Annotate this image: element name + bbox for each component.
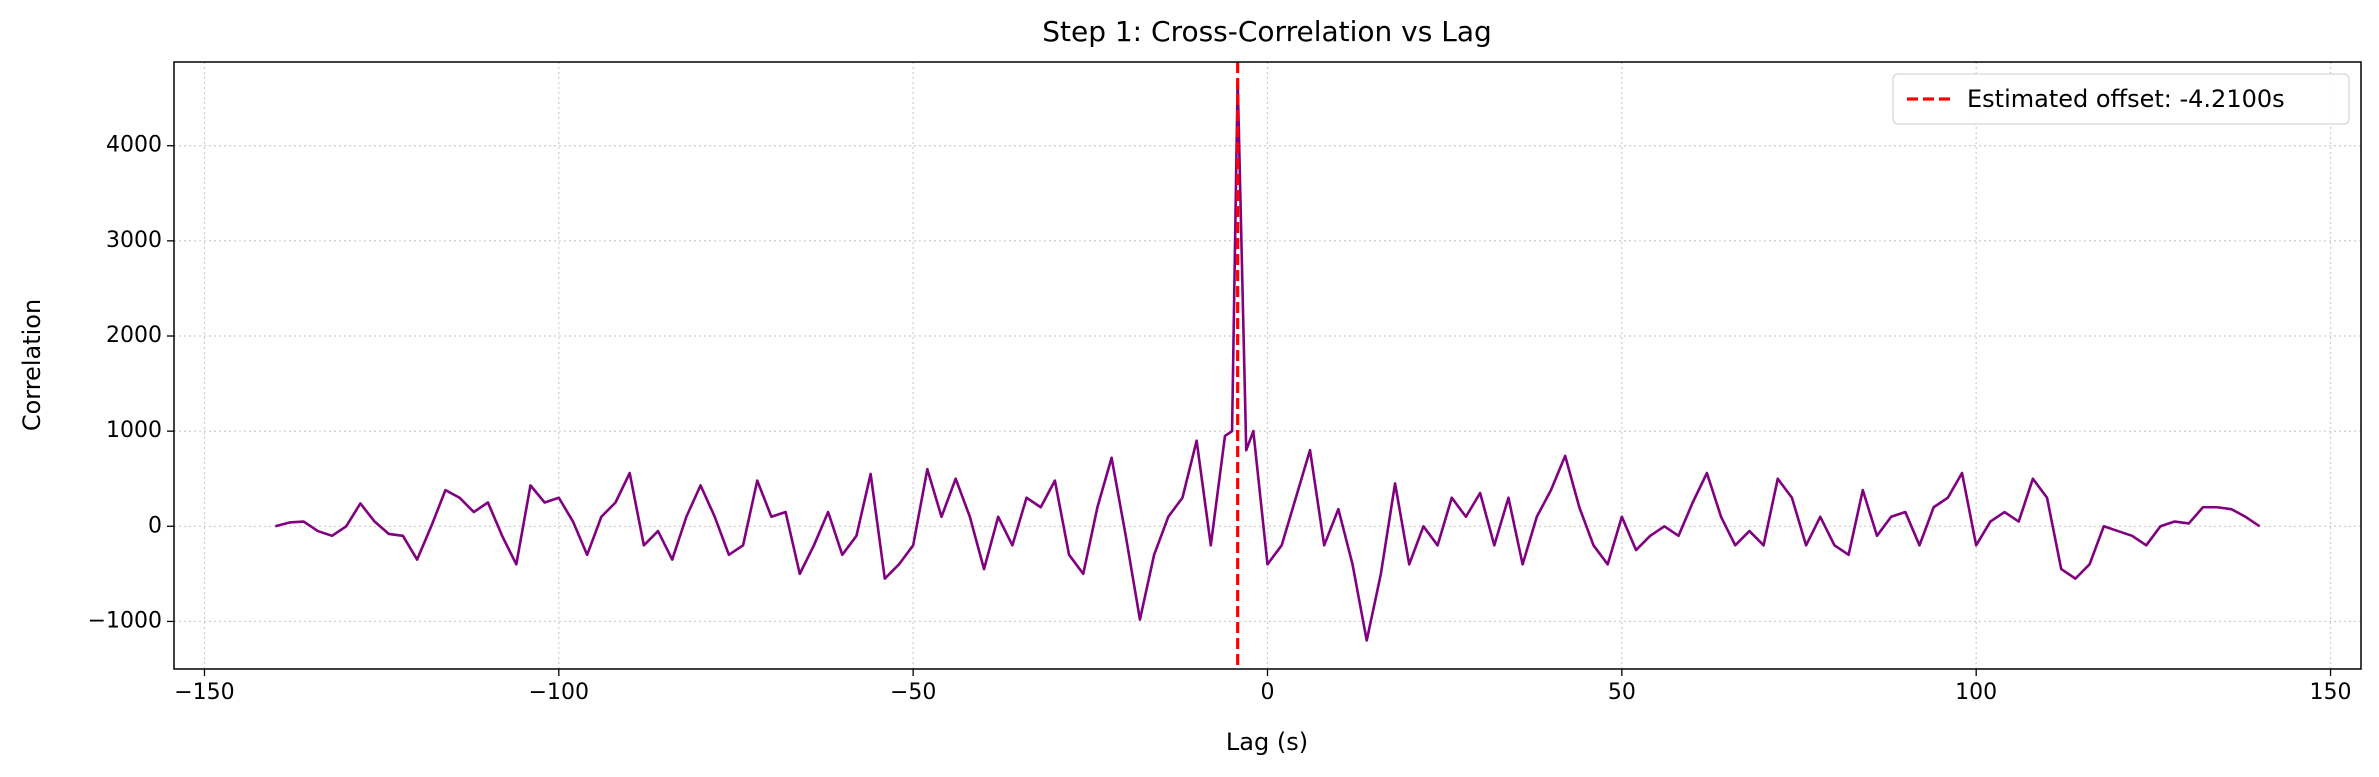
- x-tick-label: −50: [890, 680, 936, 705]
- y-tick-label: 1000: [106, 418, 162, 443]
- y-tick-label: 3000: [106, 228, 162, 253]
- x-tick-label: 150: [2310, 680, 2352, 705]
- data-line: [275, 77, 2261, 642]
- chart-title: Step 1: Cross-Correlation vs Lag: [1042, 15, 1492, 48]
- x-tick-label: −150: [174, 680, 234, 705]
- y-tick-label: 4000: [106, 133, 162, 158]
- x-tick-label: −100: [529, 680, 589, 705]
- plot-frame: [173, 61, 2362, 670]
- x-tick-label: 50: [1608, 680, 1636, 705]
- legend-box: [1892, 73, 2350, 125]
- x-tick-label: 100: [1955, 680, 1997, 705]
- legend-label: Estimated offset: -4.2100s: [1967, 85, 2285, 113]
- x-axis-label: Lag (s): [1226, 728, 1308, 756]
- x-tick-label: 0: [1261, 680, 1275, 705]
- y-tick-label: −1000: [88, 608, 162, 633]
- y-tick-label: 2000: [106, 323, 162, 348]
- y-axis-label: Correlation: [18, 299, 46, 431]
- y-tick-label: 0: [148, 513, 162, 538]
